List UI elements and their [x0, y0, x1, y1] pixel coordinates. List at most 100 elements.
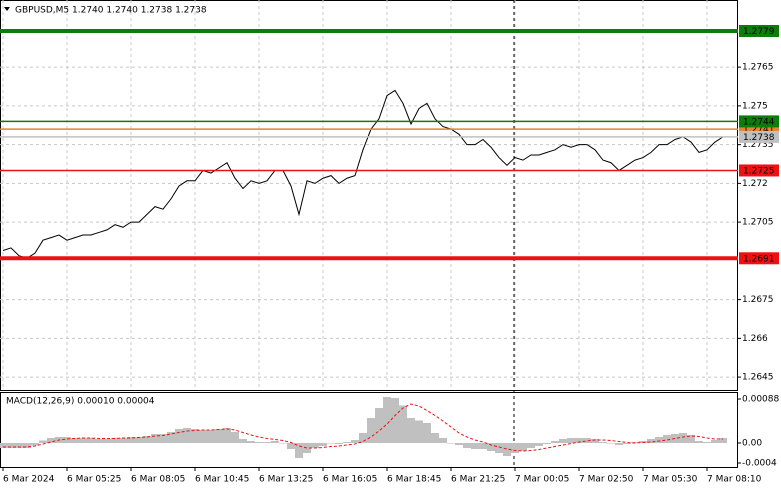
x-tick-label: 6 Mar 2024 — [3, 475, 55, 485]
macd-histogram-bar — [415, 420, 423, 443]
macd-histogram-bar — [159, 434, 167, 443]
level-price-label: 1.2741 — [743, 125, 775, 135]
macd-title: MACD(12,26,9) 0.00010 0.00004 — [6, 397, 155, 407]
y-tick-label: 1.2675 — [742, 295, 774, 305]
macd-histogram-bar — [191, 429, 199, 443]
macd-histogram-bar — [295, 443, 303, 458]
macd-histogram-bar — [151, 434, 159, 443]
macd-histogram-bar — [23, 443, 31, 448]
chart-title: GBPUSD,M5 1.2740 1.2740 1.2738 1.2738 — [15, 6, 207, 16]
macd-histogram-bar — [399, 405, 407, 443]
y-tick-label: 1.275 — [742, 101, 768, 111]
macd-histogram-bar — [719, 438, 727, 443]
macd-histogram-bar — [303, 443, 311, 453]
macd-histogram-bar — [103, 439, 111, 443]
macd-histogram-bar — [135, 437, 143, 443]
macd-histogram-bar — [79, 438, 87, 443]
level-price-label: 1.2738 — [743, 133, 775, 143]
y-tick-label: 1.2705 — [742, 218, 774, 228]
macd-histogram-bar — [551, 441, 559, 443]
macd-histogram-bar — [95, 439, 103, 443]
macd-histogram-bar — [615, 443, 623, 445]
price-line — [2, 89, 724, 259]
macd-histogram-bar — [31, 443, 39, 446]
macd-histogram-bar — [255, 442, 263, 443]
macd-histogram-bar — [599, 442, 607, 443]
macd-histogram-bar — [327, 443, 335, 444]
macd-histogram-bar — [511, 443, 519, 453]
x-tick-label: 6 Mar 05:25 — [67, 475, 121, 485]
macd-histogram-bar — [15, 443, 23, 448]
macd-histogram-bar — [711, 440, 719, 443]
macd-histogram-bar — [591, 439, 599, 443]
macd-histogram-bar — [463, 443, 471, 448]
x-tick-label: 6 Mar 10:45 — [195, 475, 249, 485]
y-tick-label: 1.272 — [742, 179, 768, 189]
macd-histogram-bar — [319, 443, 327, 446]
macd-histogram-bar — [479, 443, 487, 449]
macd-histogram-bar — [679, 433, 687, 443]
level-price-label: 1.2691 — [743, 254, 775, 264]
x-tick-label: 6 Mar 18:45 — [387, 475, 441, 485]
macd-histogram-bar — [663, 435, 671, 443]
macd-histogram-bar — [111, 438, 119, 443]
level-price-box — [739, 115, 779, 128]
macd-histogram-bar — [503, 443, 511, 456]
macd-histogram-bar — [519, 443, 527, 451]
macd-histogram-bar — [311, 443, 319, 448]
y-tick-label: -0.0004 — [742, 459, 777, 469]
macd-histogram-bar — [0, 443, 7, 448]
macd-histogram-bar — [351, 440, 359, 443]
macd-histogram-bar — [455, 443, 463, 445]
macd-histogram-bar — [431, 433, 439, 443]
level-price-box — [739, 164, 779, 177]
y-tick-label: 0.00088 — [742, 395, 779, 405]
macd-histogram-bar — [7, 443, 15, 448]
macd-histogram-bar — [391, 398, 399, 443]
macd-histogram-bar — [223, 428, 231, 443]
macd-histogram-bar — [543, 443, 551, 444]
macd-histogram-bar — [343, 442, 351, 443]
x-tick-label: 6 Mar 13:25 — [259, 475, 313, 485]
level-price-label: 1.2744 — [743, 117, 775, 127]
level-price-label: 1.2779 — [743, 27, 775, 37]
macd-histogram-bar — [119, 438, 127, 443]
x-tick-label: 6 Mar 08:05 — [131, 475, 185, 485]
macd-histogram-bar — [287, 443, 295, 449]
y-tick-label: 1.266 — [742, 334, 768, 344]
macd-histogram-bar — [575, 438, 583, 443]
macd-histogram-bar — [279, 443, 287, 444]
level-price-box — [739, 252, 779, 265]
macd-histogram-bar — [239, 439, 247, 443]
level-price-box — [739, 24, 779, 37]
macd-panel — [0, 392, 738, 468]
macd-histogram-bar — [263, 442, 271, 443]
x-tick-label: 6 Mar 16:05 — [323, 475, 377, 485]
macd-histogram-bar — [87, 438, 95, 443]
macd-histogram-bar — [207, 430, 215, 443]
macd-histogram-bar — [487, 443, 495, 451]
x-tick-label: 6 Mar 21:25 — [451, 475, 505, 485]
macd-histogram-bar — [695, 441, 703, 443]
macd-histogram-bar — [647, 439, 655, 443]
macd-histogram-bar — [63, 437, 71, 443]
x-tick-label: 7 Mar 08:10 — [707, 475, 762, 485]
y-tick-label: 1.2645 — [742, 373, 774, 383]
macd-histogram-bar — [567, 438, 575, 443]
macd-histogram-bar — [127, 437, 135, 443]
macd-histogram-bar — [215, 429, 223, 443]
macd-histogram-bar — [231, 432, 239, 443]
y-tick-label: 0.00 — [742, 439, 762, 449]
macd-histogram-bar — [199, 430, 207, 443]
level-price-box — [739, 130, 779, 143]
macd-histogram-bar — [71, 438, 79, 443]
macd-histogram-bar — [687, 435, 695, 443]
macd-histogram-bar — [607, 443, 615, 444]
macd-histogram-bar — [375, 408, 383, 443]
macd-histogram-bar — [271, 441, 279, 443]
macd-histogram-bar — [183, 428, 191, 443]
macd-histogram-bar — [359, 433, 367, 443]
macd-histogram-bar — [623, 443, 631, 444]
